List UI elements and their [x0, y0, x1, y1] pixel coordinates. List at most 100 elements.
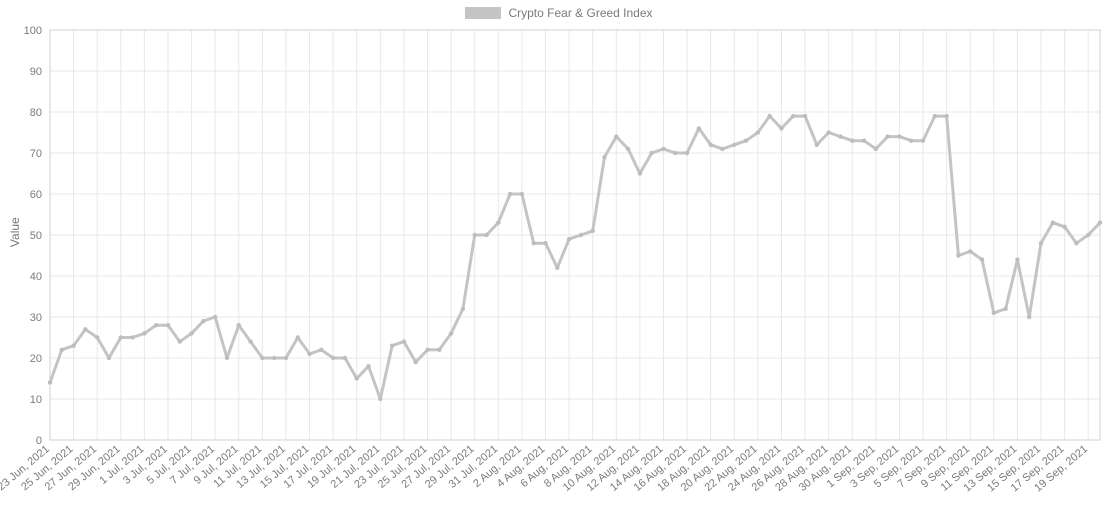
data-point — [1074, 241, 1078, 245]
data-point — [178, 339, 182, 343]
data-point — [378, 397, 382, 401]
data-point — [1098, 221, 1102, 225]
data-point — [425, 348, 429, 352]
y-tick-label: 60 — [30, 189, 42, 201]
data-point — [366, 364, 370, 368]
data-point — [590, 229, 594, 233]
data-point — [319, 348, 323, 352]
data-point — [484, 233, 488, 237]
data-point — [461, 307, 465, 311]
y-tick-label: 50 — [30, 230, 42, 242]
data-point — [980, 257, 984, 261]
data-point — [119, 335, 123, 339]
data-point — [237, 323, 241, 327]
data-point — [697, 126, 701, 130]
y-tick-label: 30 — [30, 312, 42, 324]
legend-swatch — [464, 7, 500, 19]
data-point — [897, 134, 901, 138]
data-point — [992, 311, 996, 315]
data-point — [414, 360, 418, 364]
data-point — [862, 139, 866, 143]
data-point — [649, 151, 653, 155]
data-point — [826, 130, 830, 134]
data-point — [284, 356, 288, 360]
data-point — [260, 356, 264, 360]
y-axis-title: Value — [8, 217, 22, 247]
data-point — [1062, 225, 1066, 229]
data-point — [343, 356, 347, 360]
data-point — [225, 356, 229, 360]
data-point — [331, 356, 335, 360]
data-point — [933, 114, 937, 118]
data-point — [1003, 307, 1007, 311]
data-point — [555, 266, 559, 270]
data-point — [166, 323, 170, 327]
data-point — [579, 233, 583, 237]
data-point — [803, 114, 807, 118]
legend: Crypto Fear & Greed Index — [464, 6, 652, 20]
data-point — [532, 241, 536, 245]
data-point — [791, 114, 795, 118]
data-point — [673, 151, 677, 155]
data-point — [95, 335, 99, 339]
data-point — [213, 315, 217, 319]
data-point — [248, 339, 252, 343]
data-point — [661, 147, 665, 151]
y-tick-label: 70 — [30, 148, 42, 160]
data-point — [708, 143, 712, 147]
data-point — [437, 348, 441, 352]
data-point — [756, 130, 760, 134]
data-point — [48, 380, 52, 384]
data-point — [189, 331, 193, 335]
data-point — [614, 134, 618, 138]
data-point — [885, 134, 889, 138]
legend-label: Crypto Fear & Greed Index — [508, 6, 652, 20]
y-tick-label: 10 — [30, 394, 42, 406]
data-point — [154, 323, 158, 327]
chart-container: Crypto Fear & Greed Index Value 01020304… — [0, 0, 1117, 523]
data-point — [307, 352, 311, 356]
data-point — [779, 126, 783, 130]
data-point — [272, 356, 276, 360]
data-point — [1086, 233, 1090, 237]
data-point — [473, 233, 477, 237]
data-point — [130, 335, 134, 339]
data-point — [402, 339, 406, 343]
data-point — [874, 147, 878, 151]
data-point — [543, 241, 547, 245]
data-point — [83, 327, 87, 331]
line-chart: 010203040506070809010023 Jun, 202125 Jun… — [0, 0, 1117, 523]
data-point — [626, 147, 630, 151]
grid — [50, 30, 1100, 440]
data-point — [767, 114, 771, 118]
data-point — [685, 151, 689, 155]
data-point — [201, 319, 205, 323]
data-point — [508, 192, 512, 196]
data-point — [744, 139, 748, 143]
data-point — [968, 249, 972, 253]
data-point — [815, 143, 819, 147]
data-point — [71, 344, 75, 348]
data-point — [602, 155, 606, 159]
data-point — [296, 335, 300, 339]
y-tick-label: 100 — [24, 25, 42, 37]
series-line — [50, 116, 1100, 399]
data-point — [732, 143, 736, 147]
data-point — [1039, 241, 1043, 245]
data-point — [944, 114, 948, 118]
y-tick-label: 20 — [30, 353, 42, 365]
data-point — [520, 192, 524, 196]
data-point — [850, 139, 854, 143]
y-tick-label: 40 — [30, 271, 42, 283]
data-point — [921, 139, 925, 143]
data-point — [142, 331, 146, 335]
data-point — [909, 139, 913, 143]
y-tick-label: 90 — [30, 66, 42, 78]
data-point — [567, 237, 571, 241]
data-point — [720, 147, 724, 151]
y-tick-label: 80 — [30, 107, 42, 119]
data-point — [496, 221, 500, 225]
data-point — [838, 134, 842, 138]
data-point — [355, 376, 359, 380]
data-point — [1027, 315, 1031, 319]
